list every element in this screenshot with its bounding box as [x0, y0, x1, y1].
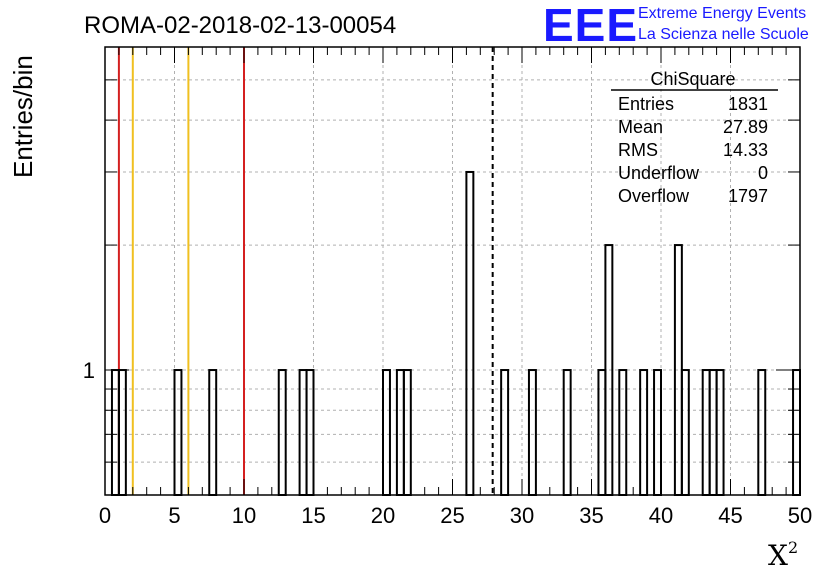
- stats-label: Underflow: [618, 163, 700, 183]
- x-tick-label: 40: [649, 503, 673, 528]
- x-tick-label: 15: [301, 503, 325, 528]
- chart-title: ROMA-02-2018-02-13-00054: [84, 12, 396, 39]
- x-tick-label: 35: [579, 503, 603, 528]
- logo-line-1: Extreme Energy Events: [638, 5, 806, 22]
- stats-value: 0: [758, 163, 768, 183]
- x-tick-label: 25: [440, 503, 464, 528]
- histogram-bars: [110, 170, 801, 497]
- stats-value: 1831: [728, 94, 768, 114]
- x-axis-label-sup: 2: [788, 538, 798, 557]
- logo-mark: EEE: [543, 0, 638, 51]
- y-axis-label: Entries/bin: [8, 55, 38, 178]
- stats-rows: Entries 1831 Mean 27.89 RMS 14.33 Underflow 0 Ov…: [618, 94, 768, 206]
- axes: 0 5 10 15 20 25 30 35 40 45 50 1: [83, 46, 812, 528]
- x-axis-label-base: X: [768, 539, 788, 572]
- x-tick-label: 20: [371, 503, 395, 528]
- x-tick-label: 30: [510, 503, 534, 528]
- y-tick-label: 1: [83, 358, 95, 383]
- stats-value: 14.33: [723, 140, 768, 160]
- x-axis-label: X2: [768, 538, 798, 572]
- stats-box: ChiSquare Entries 1831 Mean 27.89 RMS 14.33 Un…: [611, 69, 778, 206]
- stats-label: Entries: [618, 94, 674, 114]
- stats-label: Overflow: [618, 186, 690, 206]
- logo-line-2: La Scienza nelle Scuole: [638, 26, 809, 43]
- stats-label: RMS: [618, 140, 658, 160]
- stats-value: 1797: [728, 186, 768, 206]
- stats-label: Mean: [618, 117, 663, 137]
- x-tick-label: 45: [718, 503, 742, 528]
- eee-logo: EEE Extreme Energy Events La Scienza nel…: [543, 0, 809, 51]
- x-tick-label: 50: [788, 503, 812, 528]
- stats-value: 27.89: [723, 117, 768, 137]
- x-tick-label: 0: [99, 503, 111, 528]
- histogram-bar: [465, 170, 475, 497]
- stats-title: ChiSquare: [650, 69, 735, 89]
- x-tick-label: 10: [232, 503, 256, 528]
- x-tick-label: 5: [168, 503, 180, 528]
